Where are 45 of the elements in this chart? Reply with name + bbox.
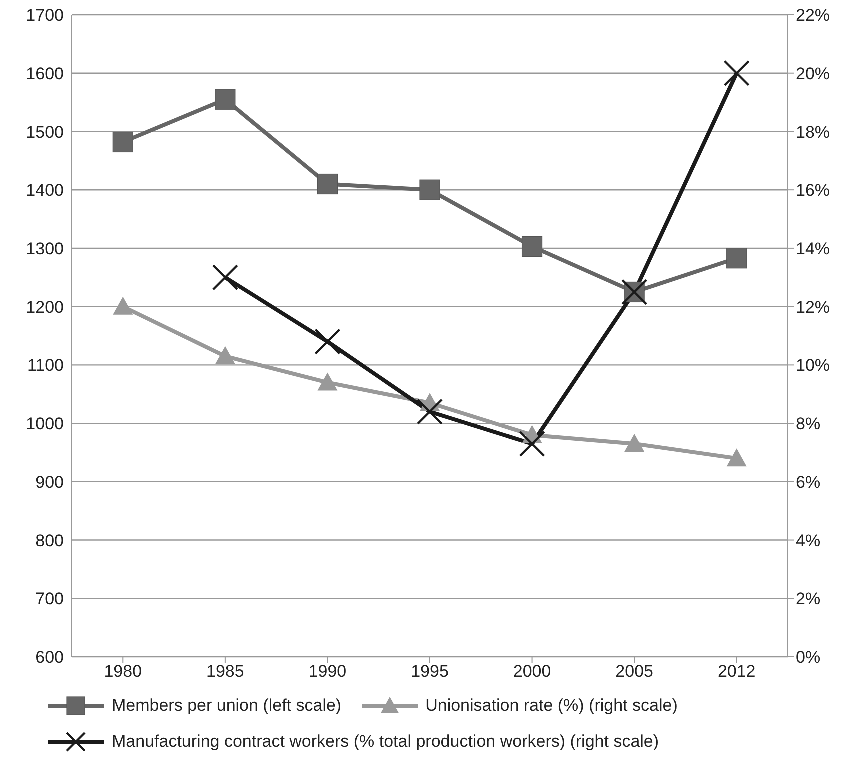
y2-tick-label: 10% — [796, 356, 830, 376]
legend-label: Unionisation rate (%) (right scale) — [426, 696, 678, 716]
legend-label: Members per union (left scale) — [112, 696, 342, 716]
y2-tick-label: 6% — [796, 472, 821, 492]
y2-tick-label: 8% — [796, 414, 821, 434]
y2-tick-label: 20% — [796, 64, 830, 84]
y2-tick-label: 16% — [796, 181, 830, 200]
x-tick-label: 2005 — [616, 662, 654, 682]
y-tick-label: 700 — [36, 590, 64, 609]
point — [726, 248, 748, 269]
point — [420, 180, 440, 200]
y2-tick-label: 4% — [796, 531, 821, 550]
x-tick-label: 1995 — [411, 662, 449, 682]
x-tick-label: 1990 — [308, 662, 347, 682]
y2-tick-label: 22% — [796, 6, 830, 26]
y-tick-label: 900 — [36, 472, 64, 492]
point — [215, 89, 236, 110]
x-tick-label: 1980 — [104, 662, 142, 682]
point — [113, 296, 134, 315]
y-tick-label: 1500 — [26, 122, 64, 142]
y-tick-label: 1300 — [26, 239, 64, 258]
point — [215, 346, 236, 364]
legend-label: Manufacturing contract workers (% total production workers) (right scale) — [112, 732, 660, 752]
y2-tick-label: 12% — [796, 298, 830, 317]
y2-tick-label: 18% — [796, 122, 830, 142]
y-tick-label: 600 — [36, 648, 64, 668]
y-tick-label: 1400 — [26, 181, 64, 200]
y-tick-label: 1700 — [26, 6, 64, 26]
y-tick-label: 1000 — [26, 414, 64, 434]
x-tick-label: 2000 — [513, 662, 552, 682]
x-tick-label: 1985 — [206, 662, 244, 682]
point — [112, 132, 134, 153]
y-tick-label: 1600 — [26, 64, 64, 84]
y2-tick-label: 2% — [796, 590, 821, 609]
y2-tick-label: 14% — [796, 239, 830, 258]
y-tick-label: 1100 — [27, 356, 64, 376]
point — [317, 174, 338, 195]
y-tick-label: 800 — [36, 531, 64, 550]
point — [726, 448, 747, 467]
x-tick-label: 2012 — [718, 662, 756, 682]
point — [522, 236, 543, 258]
point — [318, 372, 338, 391]
y2-tick-label: 0% — [796, 648, 821, 668]
y-tick-label: 1200 — [26, 298, 64, 317]
point — [624, 434, 645, 452]
